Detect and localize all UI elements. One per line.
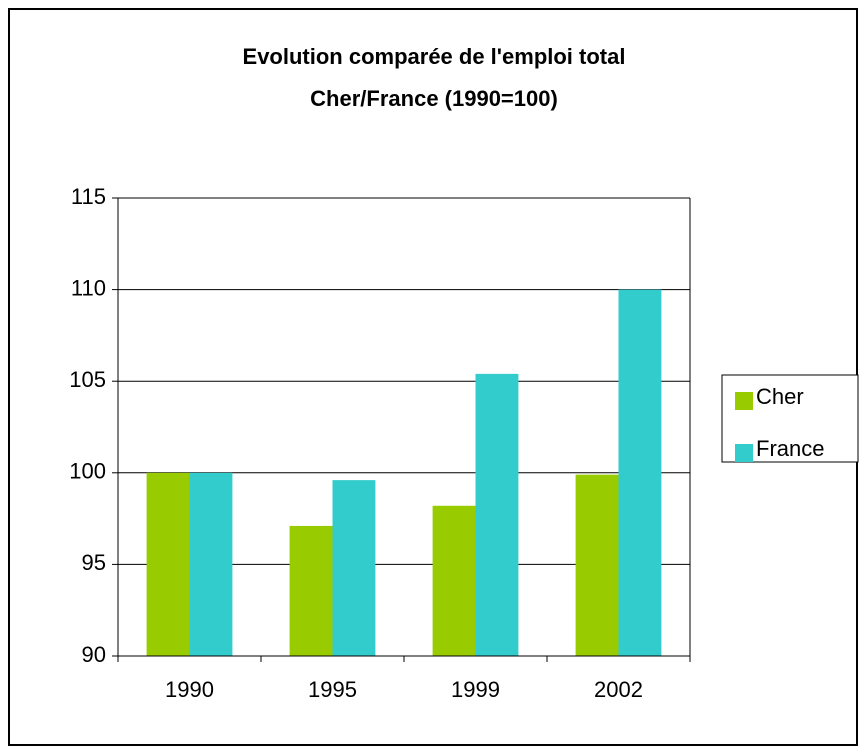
- y-tick-label: 115: [71, 184, 106, 209]
- bar: [575, 474, 619, 656]
- bar: [432, 505, 476, 656]
- x-tick-label: 1995: [308, 677, 357, 702]
- legend-swatch: [735, 392, 753, 410]
- bar: [289, 525, 333, 656]
- y-tick-label: 110: [71, 275, 106, 300]
- chart-subtitle: Cher/France (1990=100): [310, 86, 558, 111]
- y-tick-label: 100: [69, 459, 106, 484]
- bar: [189, 472, 233, 656]
- x-tick-label: 2002: [594, 677, 643, 702]
- bar: [332, 480, 376, 656]
- x-tick-label: 1990: [165, 677, 214, 702]
- x-tick-label: 1999: [451, 677, 500, 702]
- legend-swatch: [735, 444, 753, 462]
- y-tick-label: 90: [82, 642, 106, 667]
- y-tick-label: 95: [82, 550, 106, 575]
- legend-label: Cher: [756, 384, 804, 409]
- y-tick-label: 105: [69, 367, 106, 392]
- bar: [475, 373, 519, 656]
- bar: [618, 289, 662, 656]
- bar: [146, 472, 190, 656]
- chart-title: Evolution comparée de l'emploi total: [243, 44, 626, 69]
- legend-label: France: [756, 436, 824, 461]
